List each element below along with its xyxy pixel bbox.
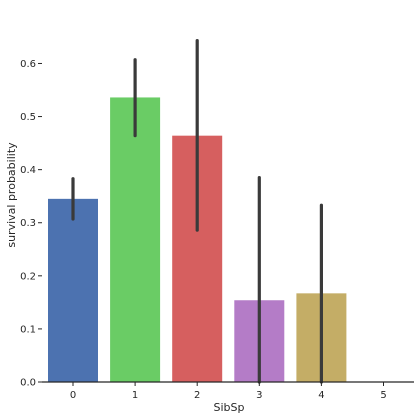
x-tick-label-4: 4 <box>318 390 324 401</box>
y-tick-label-0.4: 0.4 <box>20 165 36 176</box>
y-tick-label-0.2: 0.2 <box>20 271 36 282</box>
y-axis-label: survival probability <box>5 142 18 248</box>
y-tick-label-0.1: 0.1 <box>20 324 36 335</box>
x-tick-label-2: 2 <box>194 390 200 401</box>
x-ticks-group: 0 1 2 3 4 5 <box>70 382 387 401</box>
bar-1 <box>110 97 161 383</box>
y-tick-label-0.3: 0.3 <box>20 218 36 229</box>
x-tick-label-5: 5 <box>380 390 386 401</box>
x-tick-label-1: 1 <box>132 390 138 401</box>
y-tick-label-0.5: 0.5 <box>20 112 36 123</box>
y-tick-label-0.6: 0.6 <box>20 59 36 70</box>
x-tick-label-3: 3 <box>256 390 262 401</box>
error-bars-group <box>71 39 323 384</box>
x-axis-label: SibSp <box>214 401 245 414</box>
y-tick-label-0.0: 0.0 <box>20 378 36 389</box>
y-ticks-group: 0.0 0.1 0.2 0.3 0.4 0.5 0.6 <box>20 59 42 389</box>
bar-0 <box>48 198 98 382</box>
x-tick-label-0: 0 <box>70 390 76 401</box>
